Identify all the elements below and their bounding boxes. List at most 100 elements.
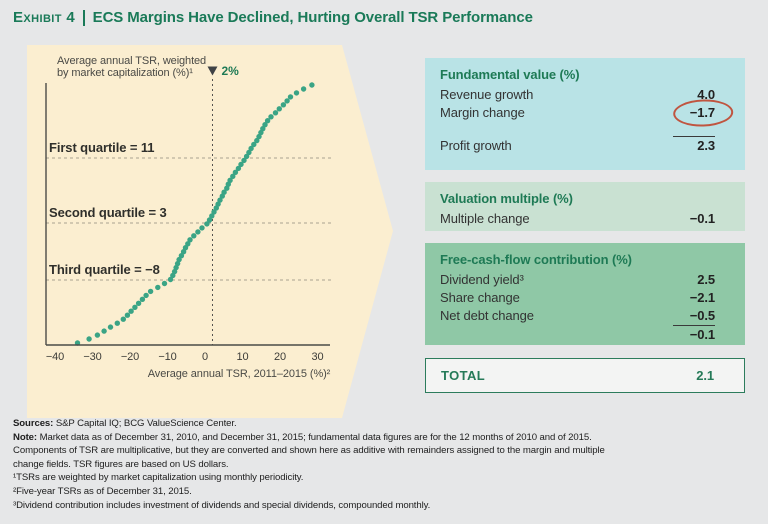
scatter-dot: [199, 225, 205, 231]
x-tick-label: −20: [121, 351, 139, 363]
row-label: Dividend yield³: [440, 272, 524, 287]
x-tick-label: −40: [46, 351, 64, 363]
page-title: Exhibit 4 ECS Margins Have Declined, Hur…: [13, 9, 533, 26]
x-tick-label: 10: [236, 351, 248, 363]
weighted-average-marker-label: 2%: [222, 64, 240, 78]
footnote-2: ²Five-year TSRs as of December 31, 2015.: [13, 485, 192, 497]
quartile-lines-group: First quartile = 11 Second quartile = 3 Th…: [46, 140, 332, 281]
row-value: 2.5: [697, 272, 715, 287]
x-tick-label: 20: [274, 351, 286, 363]
scatter-dot: [206, 217, 213, 223]
row-net-debt-change: Net debt change −0.5: [440, 307, 715, 325]
quartile-label: Third quartile = −8: [49, 262, 160, 277]
footnote-note: Note: Market data as of December 31, 201…: [13, 431, 592, 443]
row-fcf-subtotal: −0.1: [440, 326, 715, 344]
panel-fundamental-value: Fundamental value (%) Revenue growth 4.0…: [425, 58, 745, 170]
row-label: Multiple change: [440, 211, 530, 226]
scatter-dot: [256, 133, 262, 140]
scatter-dot: [155, 284, 161, 291]
footnotes: Sources: S&P Capital IQ; BCG ValueScienc…: [13, 417, 761, 512]
scatter-dot: [86, 336, 92, 342]
scatter-dot: [300, 86, 307, 92]
scatter-dot: [254, 137, 260, 144]
scatter-dot: [195, 229, 201, 235]
row-label: Profit growth: [440, 138, 512, 153]
scatter-dot: [217, 197, 223, 203]
scatter-dot: [187, 237, 193, 243]
row-value: 4.0: [697, 87, 715, 102]
quartile-label: Second quartile = 3: [49, 205, 167, 220]
scatter-dot: [185, 241, 191, 247]
scatter-dot: [161, 280, 168, 287]
subtotal-rule: [673, 325, 715, 326]
exhibit-title-text: ECS Margins Have Declined, Hurting Overa…: [92, 9, 533, 26]
scatter-dot: [114, 320, 121, 326]
scatter-dot: [176, 256, 182, 263]
tsr-scatter-chart: Average annual TSR, weighted by market c…: [27, 45, 393, 418]
scatter-dot: [101, 328, 107, 334]
row-value: −1.7: [673, 98, 735, 128]
scatter-dot: [232, 169, 239, 175]
scatter-dot: [182, 245, 189, 251]
chart-arrow-background: [27, 45, 393, 418]
scatter-dot: [135, 300, 142, 306]
y-axis-label-line2: by market capitalization (%)¹: [57, 67, 193, 79]
subtotal-rule: [673, 136, 715, 137]
panel-valuation-multiple: Valuation multiple (%) Multiple change −…: [425, 182, 745, 231]
scatter-dot: [276, 106, 282, 112]
row-label: Share change: [440, 290, 520, 305]
scatter-dot: [287, 94, 294, 100]
scatter-dot: [178, 253, 185, 259]
scatter-dot: [284, 98, 290, 104]
scatter-dot: [180, 249, 187, 255]
row-value: 2.3: [697, 138, 715, 153]
footnote-3: ³Dividend contribution includes investme…: [13, 499, 431, 511]
y-axis-label-line1: Average annual TSR, weighted: [57, 55, 206, 67]
scatter-dot: [211, 209, 217, 215]
scatter-dot: [94, 332, 101, 338]
footnote-1: ¹TSRs are weighted by market capitalizat…: [13, 472, 304, 484]
scatter-dot: [124, 312, 131, 318]
exhibit-number: Exhibit 4: [13, 9, 76, 26]
scatter-dot: [251, 141, 257, 148]
quartile-label: First quartile = 11: [49, 140, 154, 155]
scatter-dots-group: [74, 82, 315, 346]
x-tick-label: −10: [158, 351, 176, 363]
total-value: 2.1: [696, 368, 714, 383]
scatter-dot: [204, 221, 210, 227]
scatter-dot: [167, 276, 174, 283]
scatter-dot: [147, 288, 154, 295]
row-label: Net debt change: [440, 308, 534, 323]
scatter-dot: [264, 118, 271, 124]
x-tick-label: 30: [311, 351, 323, 363]
row-label: Margin change: [440, 105, 525, 120]
scatter-dot: [235, 165, 242, 172]
scatter-dot: [309, 82, 315, 88]
row-value: −0.5: [689, 308, 715, 323]
scatter-dot: [139, 296, 146, 302]
total-box: TOTAL 2.1: [425, 358, 745, 393]
scatter-dot: [272, 110, 279, 116]
scatter-dot: [280, 102, 287, 108]
scatter-dot: [191, 233, 197, 239]
row-dividend-yield: Dividend yield³ 2.5: [440, 271, 715, 289]
scatter-dot: [221, 189, 227, 195]
row-value: −0.1: [689, 211, 715, 226]
scatter-dot: [241, 157, 247, 164]
x-tick-label: 0: [202, 351, 208, 363]
panel-valuation-header: Valuation multiple (%): [440, 191, 573, 206]
scatter-dot: [268, 114, 274, 120]
panel-fundamental-header: Fundamental value (%): [440, 67, 580, 82]
scatter-dot: [120, 316, 127, 322]
scatter-dot: [132, 304, 138, 310]
row-value: −2.1: [689, 290, 715, 305]
x-axis-label: Average annual TSR, 2011–2015 (%)²: [148, 368, 331, 380]
row-margin-change: Margin change −1.7: [440, 98, 735, 128]
scatter-dot: [128, 308, 134, 314]
title-divider: [83, 9, 85, 26]
row-label: Revenue growth: [440, 87, 534, 102]
panel-free-cash-flow: Free-cash-flow contribution (%) Dividend…: [425, 243, 745, 345]
row-profit-growth: Profit growth 2.3: [440, 137, 715, 155]
x-tick-label: −30: [83, 351, 101, 363]
scatter-dot: [227, 177, 233, 183]
